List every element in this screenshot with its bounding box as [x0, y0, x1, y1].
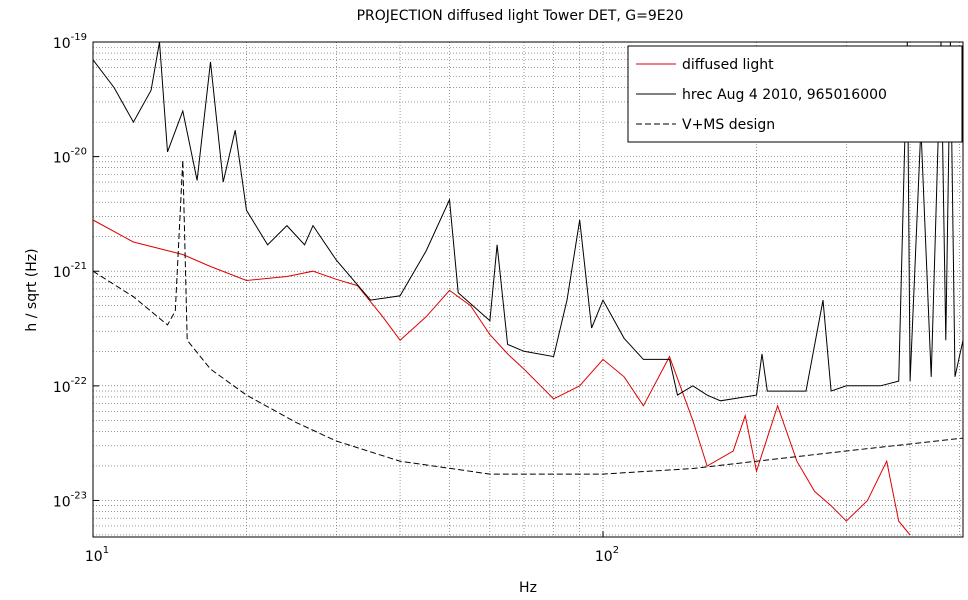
- tick-base: 10: [53, 494, 71, 510]
- tick-label: 102: [595, 545, 619, 565]
- chart-title: PROJECTION diffused light Tower DET, G=9…: [357, 8, 684, 24]
- tick-exp: -23: [71, 490, 87, 501]
- tick-base: 10: [53, 380, 71, 396]
- tick-label: 10-20: [53, 147, 87, 167]
- y-axis-label: h / sqrt (Hz): [24, 248, 40, 331]
- tick-label: 10-21: [53, 261, 87, 281]
- series-line: [93, 160, 963, 475]
- tick-exp: -22: [71, 376, 87, 387]
- legend-box: [627, 45, 963, 143]
- plot-frame: [92, 41, 964, 538]
- tick-label: 101: [85, 545, 109, 565]
- series-line: [93, 42, 963, 402]
- tick-label: 10-23: [53, 490, 87, 510]
- tick-base: 10: [53, 36, 71, 52]
- tick-base: 10: [595, 549, 613, 565]
- tick-exp: -19: [71, 32, 87, 43]
- tick-exp: 1: [103, 545, 109, 556]
- tick-label: 10-22: [53, 376, 87, 396]
- tick-label: 10-19: [53, 32, 87, 52]
- tick-exp: -20: [71, 147, 87, 158]
- legend-label: diffused light: [682, 57, 774, 73]
- x-axis-label: Hz: [519, 580, 537, 596]
- legend-label: hrec Aug 4 2010, 965016000: [682, 87, 887, 103]
- tick-exp: -21: [71, 261, 87, 272]
- legend-label: V+MS design: [682, 117, 775, 133]
- tick-base: 10: [53, 265, 71, 281]
- tick-base: 10: [85, 549, 103, 565]
- tick-base: 10: [53, 151, 71, 167]
- tick-exp: 2: [613, 545, 619, 556]
- series-line: [93, 219, 911, 536]
